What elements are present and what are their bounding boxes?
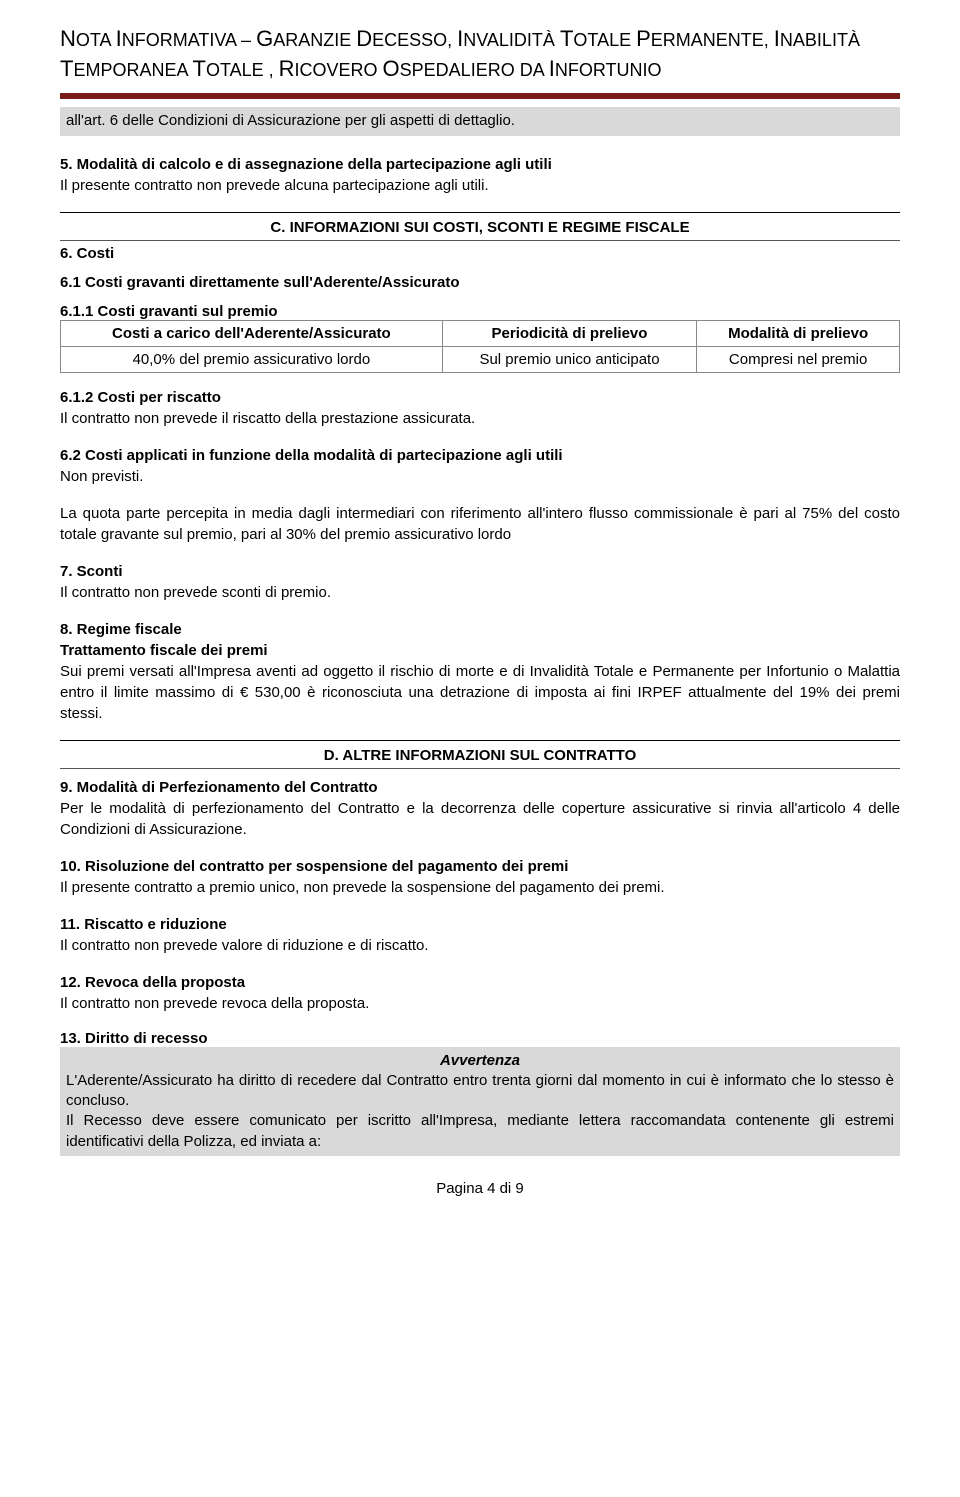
section-8-body: Sui premi versati all'Impresa aventi ad …	[60, 663, 900, 722]
table-header-row: Costi a carico dell'Aderente/Assicurato …	[61, 320, 900, 346]
table-header-cell: Costi a carico dell'Aderente/Assicurato	[61, 320, 443, 346]
avvertenza-box: Avvertenza L'Aderente/Assicurato ha diri…	[60, 1047, 900, 1156]
header-text: NOTA INFORMATIVA – GARANZIE DECESSO, INV…	[60, 30, 860, 80]
table-cell: 40,0% del premio assicurativo lordo	[61, 346, 443, 372]
section-9-body: Per le modalità di perfezionamento del C…	[60, 800, 900, 838]
section-11-body: Il contratto non prevede valore di riduz…	[60, 937, 429, 954]
table-header-cell: Modalità di prelievo	[697, 320, 900, 346]
avvertenza-body-1: L'Aderente/Assicurato ha diritto di rece…	[66, 1071, 894, 1112]
section-10-title: 10. Risoluzione del contratto per sospen…	[60, 858, 568, 875]
section-7-body: Il contratto non prevede sconti di premi…	[60, 584, 331, 601]
section-7-title: 7. Sconti	[60, 563, 123, 580]
section-9-title: 9. Modalità di Perfezionamento del Contr…	[60, 779, 378, 796]
section-5-title: 5. Modalità di calcolo e di assegnazione…	[60, 156, 552, 173]
section-6-2: 6.2 Costi applicati in funzione della mo…	[60, 445, 900, 487]
top-highlight-box: all'art. 6 delle Condizioni di Assicuraz…	[60, 107, 900, 135]
divider	[60, 212, 900, 213]
divider	[60, 768, 900, 769]
section-12: 12. Revoca della proposta Il contratto n…	[60, 972, 900, 1014]
table-header-cell: Periodicità di prelievo	[442, 320, 696, 346]
section-12-body: Il contratto non prevede revoca della pr…	[60, 995, 369, 1012]
section-d-heading: D. ALTRE INFORMAZIONI SUL CONTRATTO	[60, 747, 900, 764]
section-6-1-2-body: Il contratto non prevede il riscatto del…	[60, 410, 475, 427]
divider	[60, 740, 900, 741]
header-divider	[60, 93, 900, 99]
section-13-title: 13. Diritto di recesso	[60, 1030, 208, 1047]
quota-paragraph: La quota parte percepita in media dagli …	[60, 503, 900, 545]
section-11-title: 11. Riscatto e riduzione	[60, 916, 227, 933]
section-6-2-body: Non previsti.	[60, 468, 143, 485]
document-header: NOTA INFORMATIVA – GARANZIE DECESSO, INV…	[60, 24, 900, 83]
section-6-1-heading: 6.1 Costi gravanti direttamente sull'Ade…	[60, 274, 460, 291]
section-6-1-2: 6.1.2 Costi per riscatto Il contratto no…	[60, 387, 900, 429]
section-6-2-title: 6.2 Costi applicati in funzione della mo…	[60, 447, 563, 464]
section-5-body: Il presente contratto non prevede alcuna…	[60, 177, 489, 194]
table-cell: Compresi nel premio	[697, 346, 900, 372]
section-6-1-2-title: 6.1.2 Costi per riscatto	[60, 389, 221, 406]
section-12-title: 12. Revoca della proposta	[60, 974, 245, 991]
avvertenza-body-2: Il Recesso deve essere comunicato per is…	[66, 1111, 894, 1152]
avvertenza-label: Avvertenza	[66, 1051, 894, 1071]
section-11: 11. Riscatto e riduzione Il contratto no…	[60, 914, 900, 956]
section-c-heading: C. INFORMAZIONI SUI COSTI, SCONTI E REGI…	[60, 219, 900, 236]
section-9: 9. Modalità di Perfezionamento del Contr…	[60, 777, 900, 840]
section-6-1: 6.1 Costi gravanti direttamente sull'Ade…	[60, 272, 900, 293]
costs-table: Costi a carico dell'Aderente/Assicurato …	[60, 320, 900, 373]
section-10: 10. Risoluzione del contratto per sospen…	[60, 856, 900, 898]
table-row: 40,0% del premio assicurativo lordo Sul …	[61, 346, 900, 372]
section-6-1-1-heading: 6.1.1 Costi gravanti sul premio	[60, 303, 278, 320]
section-8: 8. Regime fiscale Trattamento fiscale de…	[60, 619, 900, 724]
section-7: 7. Sconti Il contratto non prevede scont…	[60, 561, 900, 603]
section-6-costi: 6. Costi	[60, 245, 900, 262]
table-cell: Sul premio unico anticipato	[442, 346, 696, 372]
document-page: NOTA INFORMATIVA – GARANZIE DECESSO, INV…	[0, 0, 960, 1217]
section-8-title: 8. Regime fiscale	[60, 621, 182, 638]
divider	[60, 240, 900, 241]
section-5: 5. Modalità di calcolo e di assegnazione…	[60, 154, 900, 196]
page-footer: Pagina 4 di 9	[60, 1180, 900, 1197]
section-8-sub: Trattamento fiscale dei premi	[60, 642, 268, 659]
section-10-body: Il presente contratto a premio unico, no…	[60, 879, 665, 896]
